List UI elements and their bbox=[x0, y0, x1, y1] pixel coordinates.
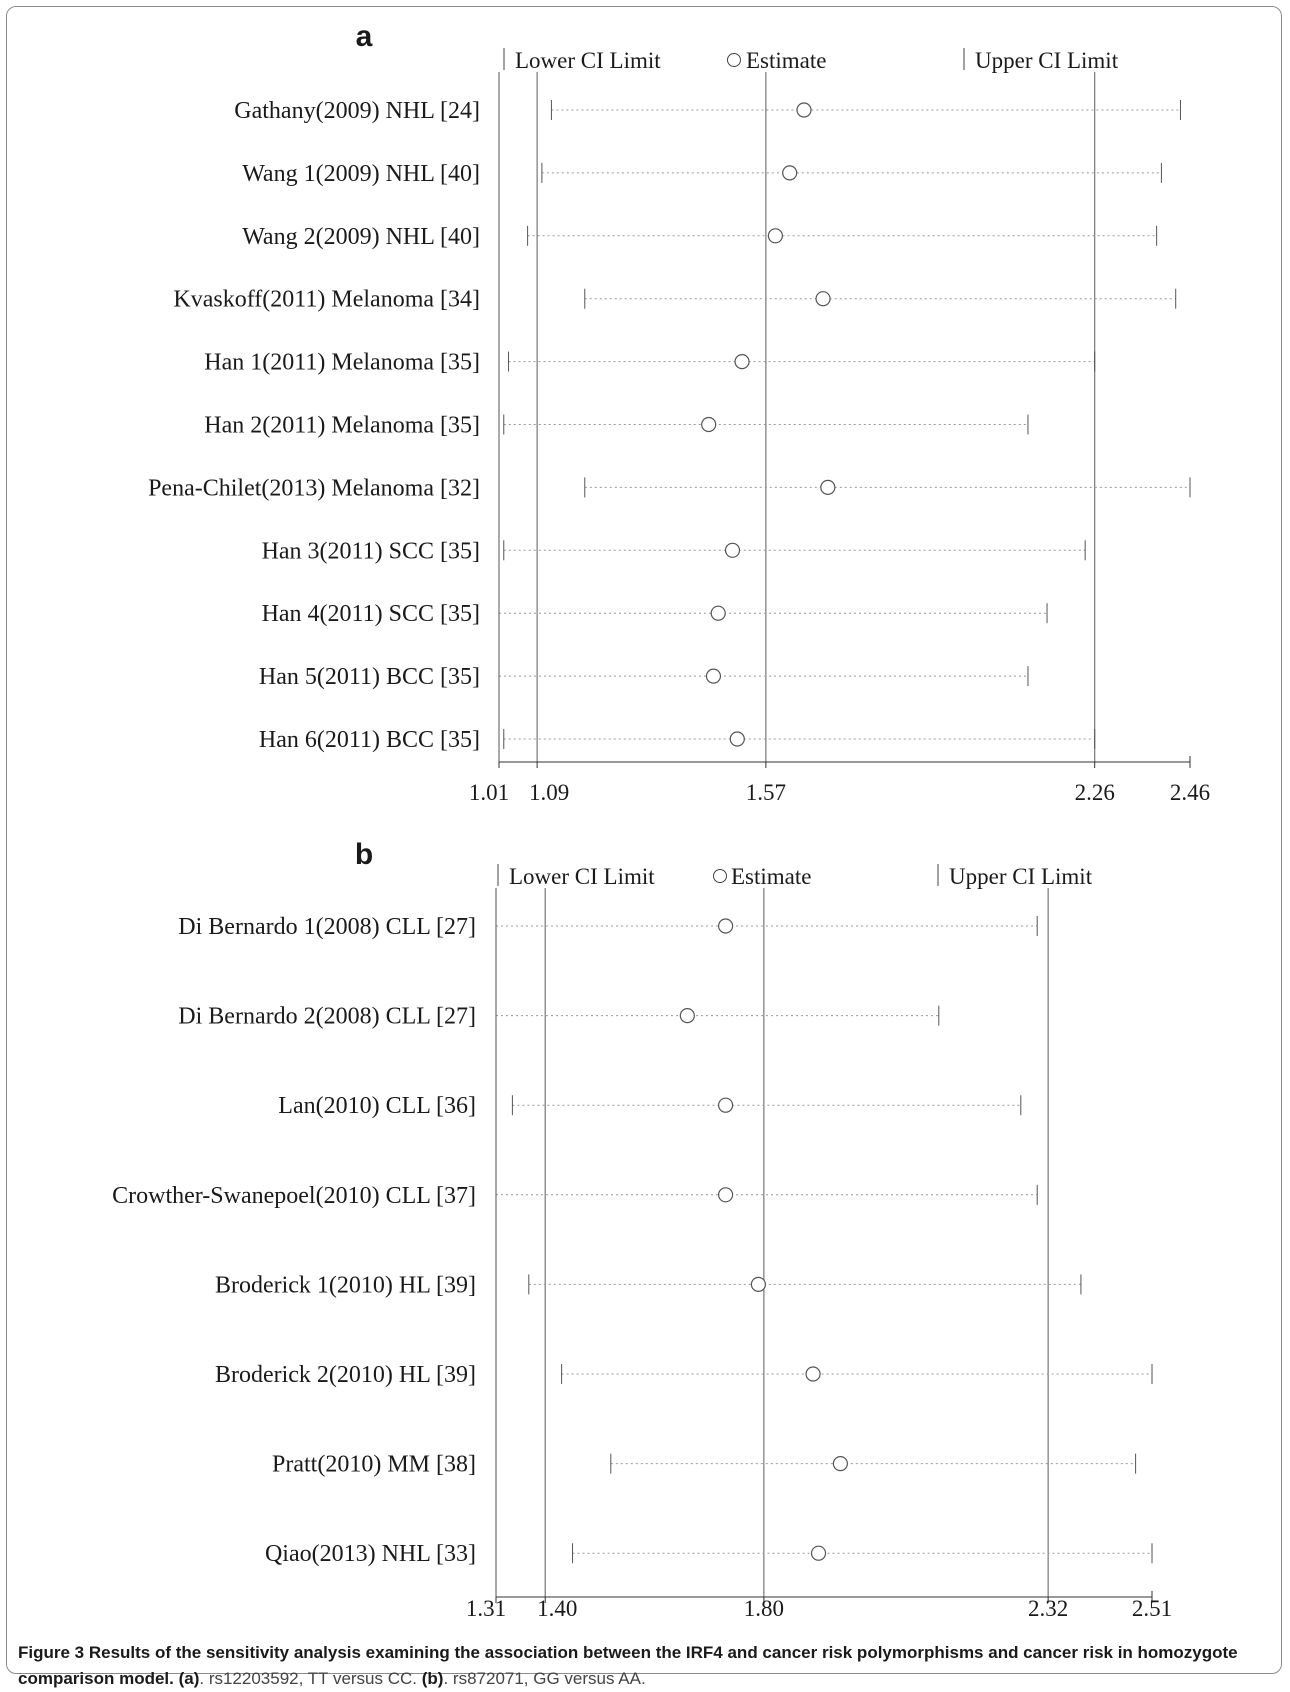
estimate-marker bbox=[767, 228, 784, 244]
study-label: Di Bernardo 2(2008) CLL [27] bbox=[178, 1004, 476, 1030]
study-label: Wang 1(2009) NHL [40] bbox=[242, 161, 480, 187]
estimate-marker bbox=[796, 102, 812, 118]
study-label: Broderick 2(2010) HL [39] bbox=[215, 1362, 476, 1388]
x-tick-label: 2.26 bbox=[1075, 780, 1115, 805]
study-label: Kvaskoff(2011) Melanoma [34] bbox=[173, 287, 480, 313]
estimate-marker bbox=[750, 1276, 767, 1293]
legend-upper-label: Upper CI Limit bbox=[975, 48, 1119, 73]
study-label: Pratt(2010) MM [38] bbox=[272, 1452, 476, 1478]
estimate-marker bbox=[729, 731, 745, 747]
estimate-marker bbox=[782, 165, 798, 181]
estimate-marker bbox=[810, 1545, 827, 1561]
legend-lower-label: Lower CI Limit bbox=[509, 864, 655, 889]
figure-frame bbox=[6, 6, 1282, 1674]
estimate-marker bbox=[832, 1455, 849, 1472]
estimate-marker bbox=[717, 1097, 734, 1113]
study-label: Gathany(2009) NHL [24] bbox=[234, 98, 480, 124]
legend-lower-label: Lower CI Limit bbox=[515, 48, 661, 73]
panel-label: b bbox=[355, 838, 373, 871]
legend-upper-label: Upper CI Limit bbox=[949, 864, 1093, 889]
estimate-marker bbox=[724, 542, 741, 558]
estimate-marker bbox=[717, 918, 734, 934]
legend-estimate-marker bbox=[713, 869, 727, 883]
x-tick-label: 2.51 bbox=[1132, 1596, 1172, 1621]
estimate-marker bbox=[710, 605, 726, 621]
caption-part-b-label: (b) bbox=[421, 1669, 444, 1688]
forest-panel-a: a Lower CI Limit Estimate Upper CI Limit 1.0… bbox=[148, 20, 1210, 805]
x-tick-label: 1.80 bbox=[744, 1596, 784, 1621]
panel-label: a bbox=[356, 20, 373, 53]
x-tick-label: 1.57 bbox=[746, 780, 786, 805]
estimate-marker bbox=[717, 1187, 734, 1203]
estimate-marker bbox=[705, 668, 722, 684]
legend-estimate-label: Estimate bbox=[746, 48, 826, 73]
study-label: Wang 2(2009) NHL [40] bbox=[242, 224, 480, 250]
x-tick-label: 1.01 bbox=[469, 780, 509, 805]
x-tick-label: 2.32 bbox=[1028, 1596, 1068, 1621]
study-label: Pena-Chilet(2013) Melanoma [32] bbox=[148, 475, 480, 501]
study-label: Broderick 1(2010) HL [39] bbox=[215, 1272, 476, 1298]
caption-part-b-text: . rs872071, GG versus AA. bbox=[443, 1669, 646, 1688]
study-label: Han 2(2011) Melanoma [35] bbox=[204, 413, 480, 439]
estimate-marker bbox=[820, 479, 836, 495]
study-label: Han 6(2011) BCC [35] bbox=[259, 727, 480, 753]
estimate-marker bbox=[679, 1007, 695, 1024]
legend-estimate-label: Estimate bbox=[731, 864, 811, 889]
estimate-marker bbox=[815, 291, 831, 307]
study-label: Lan(2010) CLL [36] bbox=[278, 1093, 476, 1119]
study-label: Han 3(2011) SCC [35] bbox=[262, 538, 480, 564]
estimate-marker bbox=[701, 416, 717, 433]
figure-caption: Figure 3 Results of the sensitivity anal… bbox=[18, 1640, 1268, 1692]
x-tick-label: 1.09 bbox=[529, 780, 569, 805]
x-tick-label: 1.40 bbox=[537, 1596, 577, 1621]
legend-estimate-marker bbox=[727, 53, 741, 67]
study-label: Di Bernardo 1(2008) CLL [27] bbox=[178, 914, 476, 940]
study-label: Han 4(2011) SCC [35] bbox=[262, 601, 480, 627]
study-label: Qiao(2013) NHL [33] bbox=[265, 1541, 476, 1567]
estimate-marker bbox=[805, 1366, 821, 1382]
study-label: Han 5(2011) BCC [35] bbox=[259, 664, 480, 690]
study-label: Crowther-Swanepoel(2010) CLL [37] bbox=[112, 1183, 476, 1209]
x-tick-label: 2.46 bbox=[1170, 780, 1210, 805]
study-label: Han 1(2011) Melanoma [35] bbox=[204, 350, 480, 376]
forest-plot-figure: a Lower CI Limit Estimate Upper CI Limit 1.0… bbox=[112, 20, 1210, 1621]
x-tick-label: 1.31 bbox=[466, 1596, 506, 1621]
caption-part-a-label: (a) bbox=[178, 1669, 200, 1688]
caption-part-a-text: . rs12203592, TT versus CC. bbox=[199, 1669, 422, 1688]
estimate-marker bbox=[734, 354, 750, 370]
forest-panel-b: b Lower CI Limit Estimate Upper CI Limit 1.3… bbox=[112, 838, 1172, 1621]
